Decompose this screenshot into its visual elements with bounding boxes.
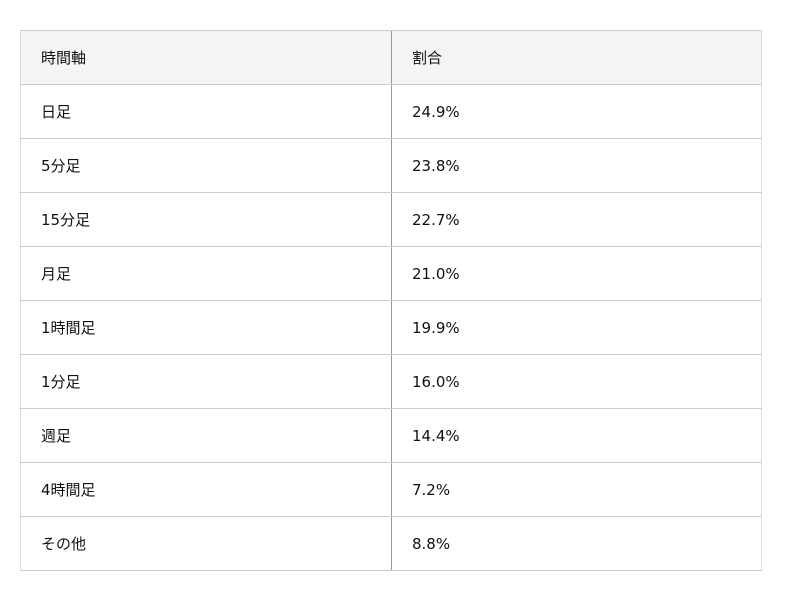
share-cell: 24.9% xyxy=(391,84,762,139)
timeframe-cell: 日足 xyxy=(20,84,392,139)
table-row: その他 8.8% xyxy=(20,516,762,571)
table-row: 15分足 22.7% xyxy=(20,192,762,247)
timeframe-cell: 月足 xyxy=(20,246,392,301)
table-row: 4時間足 7.2% xyxy=(20,462,762,517)
timeframe-share-table: 時間軸 割合 日足 24.9% 5分足 23.8% 15分足 22.7% 月足 21.0% 1時… xyxy=(20,30,762,571)
table-row: 1時間足 19.9% xyxy=(20,300,762,355)
share-cell: 23.8% xyxy=(391,138,762,193)
timeframe-cell: 1時間足 xyxy=(20,300,392,355)
share-cell: 8.8% xyxy=(391,516,762,571)
share-cell: 21.0% xyxy=(391,246,762,301)
timeframe-cell: 5分足 xyxy=(20,138,392,193)
header-timeframe: 時間軸 xyxy=(20,30,392,85)
share-cell: 19.9% xyxy=(391,300,762,355)
timeframe-cell: 週足 xyxy=(20,408,392,463)
share-cell: 7.2% xyxy=(391,462,762,517)
timeframe-cell: 15分足 xyxy=(20,192,392,247)
header-share: 割合 xyxy=(391,30,762,85)
share-cell: 22.7% xyxy=(391,192,762,247)
timeframe-cell: 4時間足 xyxy=(20,462,392,517)
timeframe-cell: その他 xyxy=(20,516,392,571)
table-row: 月足 21.0% xyxy=(20,246,762,301)
share-cell: 16.0% xyxy=(391,354,762,409)
table-row: 日足 24.9% xyxy=(20,84,762,139)
table-row: 5分足 23.8% xyxy=(20,138,762,193)
table-row: 週足 14.4% xyxy=(20,408,762,463)
table-header-row: 時間軸 割合 xyxy=(20,30,762,85)
timeframe-cell: 1分足 xyxy=(20,354,392,409)
share-cell: 14.4% xyxy=(391,408,762,463)
table-row: 1分足 16.0% xyxy=(20,354,762,409)
